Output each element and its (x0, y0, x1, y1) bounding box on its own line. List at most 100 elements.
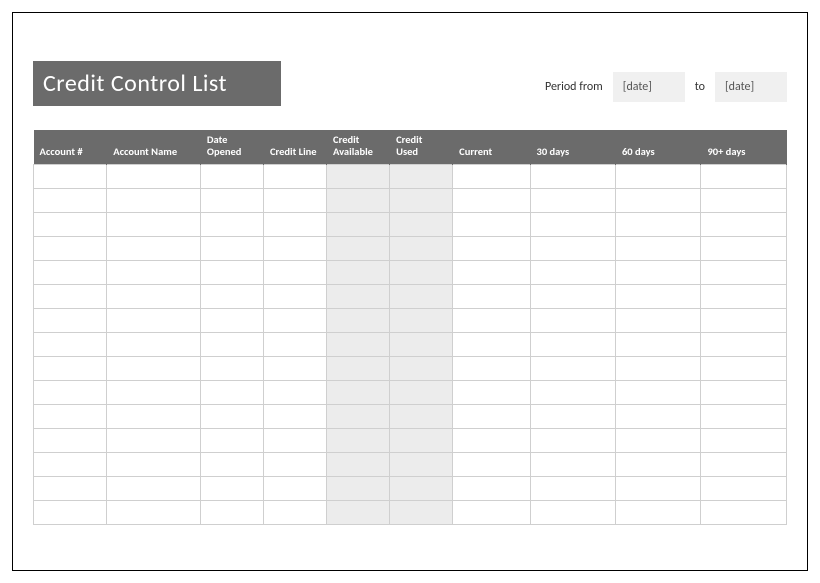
table-cell[interactable] (390, 261, 453, 285)
table-cell[interactable] (453, 213, 530, 237)
table-cell[interactable] (200, 333, 263, 357)
table-cell[interactable] (34, 453, 107, 477)
table-cell[interactable] (530, 165, 615, 189)
table-cell[interactable] (530, 381, 615, 405)
period-from-date[interactable]: [date] (613, 72, 685, 102)
table-cell[interactable] (615, 333, 700, 357)
table-cell[interactable] (327, 261, 390, 285)
table-cell[interactable] (34, 285, 107, 309)
period-to-date[interactable]: [date] (715, 72, 787, 102)
table-cell[interactable] (107, 453, 201, 477)
table-cell[interactable] (107, 165, 201, 189)
table-cell[interactable] (327, 213, 390, 237)
table-cell[interactable] (34, 381, 107, 405)
table-cell[interactable] (263, 213, 326, 237)
table-cell[interactable] (327, 237, 390, 261)
table-cell[interactable] (453, 477, 530, 501)
table-cell[interactable] (701, 189, 787, 213)
table-cell[interactable] (615, 429, 700, 453)
table-cell[interactable] (701, 477, 787, 501)
table-cell[interactable] (107, 261, 201, 285)
table-cell[interactable] (701, 501, 787, 525)
table-cell[interactable] (701, 381, 787, 405)
table-cell[interactable] (107, 405, 201, 429)
table-cell[interactable] (615, 213, 700, 237)
table-cell[interactable] (107, 189, 201, 213)
table-cell[interactable] (453, 453, 530, 477)
table-cell[interactable] (390, 237, 453, 261)
table-cell[interactable] (615, 261, 700, 285)
table-cell[interactable] (615, 357, 700, 381)
table-cell[interactable] (34, 357, 107, 381)
table-cell[interactable] (530, 501, 615, 525)
table-cell[interactable] (34, 189, 107, 213)
table-cell[interactable] (453, 501, 530, 525)
table-cell[interactable] (263, 405, 326, 429)
table-cell[interactable] (701, 429, 787, 453)
table-cell[interactable] (701, 405, 787, 429)
table-cell[interactable] (263, 285, 326, 309)
table-cell[interactable] (263, 453, 326, 477)
table-cell[interactable] (200, 429, 263, 453)
table-cell[interactable] (390, 285, 453, 309)
table-cell[interactable] (200, 237, 263, 261)
table-cell[interactable] (34, 477, 107, 501)
table-cell[interactable] (530, 213, 615, 237)
table-cell[interactable] (615, 381, 700, 405)
table-cell[interactable] (34, 501, 107, 525)
table-cell[interactable] (200, 405, 263, 429)
table-cell[interactable] (327, 429, 390, 453)
table-cell[interactable] (530, 309, 615, 333)
table-cell[interactable] (263, 309, 326, 333)
table-cell[interactable] (200, 381, 263, 405)
table-cell[interactable] (701, 237, 787, 261)
table-cell[interactable] (327, 285, 390, 309)
table-cell[interactable] (263, 429, 326, 453)
table-cell[interactable] (200, 189, 263, 213)
table-cell[interactable] (34, 429, 107, 453)
table-cell[interactable] (327, 501, 390, 525)
table-cell[interactable] (34, 165, 107, 189)
table-cell[interactable] (263, 189, 326, 213)
table-cell[interactable] (107, 429, 201, 453)
table-cell[interactable] (34, 213, 107, 237)
table-cell[interactable] (107, 333, 201, 357)
table-cell[interactable] (530, 429, 615, 453)
table-cell[interactable] (327, 309, 390, 333)
table-cell[interactable] (327, 189, 390, 213)
table-cell[interactable] (701, 261, 787, 285)
table-cell[interactable] (263, 333, 326, 357)
table-cell[interactable] (453, 429, 530, 453)
table-cell[interactable] (327, 165, 390, 189)
table-cell[interactable] (390, 405, 453, 429)
table-cell[interactable] (453, 165, 530, 189)
table-cell[interactable] (107, 309, 201, 333)
table-cell[interactable] (615, 189, 700, 213)
table-cell[interactable] (701, 453, 787, 477)
table-cell[interactable] (390, 165, 453, 189)
table-cell[interactable] (701, 333, 787, 357)
table-cell[interactable] (107, 357, 201, 381)
table-cell[interactable] (453, 333, 530, 357)
table-cell[interactable] (701, 285, 787, 309)
table-cell[interactable] (530, 453, 615, 477)
table-cell[interactable] (615, 405, 700, 429)
table-cell[interactable] (615, 165, 700, 189)
table-cell[interactable] (263, 357, 326, 381)
table-cell[interactable] (327, 453, 390, 477)
table-cell[interactable] (615, 453, 700, 477)
table-cell[interactable] (530, 285, 615, 309)
table-cell[interactable] (327, 357, 390, 381)
table-cell[interactable] (390, 453, 453, 477)
table-cell[interactable] (453, 189, 530, 213)
table-cell[interactable] (200, 213, 263, 237)
table-cell[interactable] (263, 477, 326, 501)
table-cell[interactable] (390, 429, 453, 453)
table-cell[interactable] (107, 501, 201, 525)
table-cell[interactable] (200, 477, 263, 501)
table-cell[interactable] (200, 261, 263, 285)
table-cell[interactable] (263, 237, 326, 261)
table-cell[interactable] (390, 189, 453, 213)
table-cell[interactable] (530, 333, 615, 357)
table-cell[interactable] (327, 405, 390, 429)
